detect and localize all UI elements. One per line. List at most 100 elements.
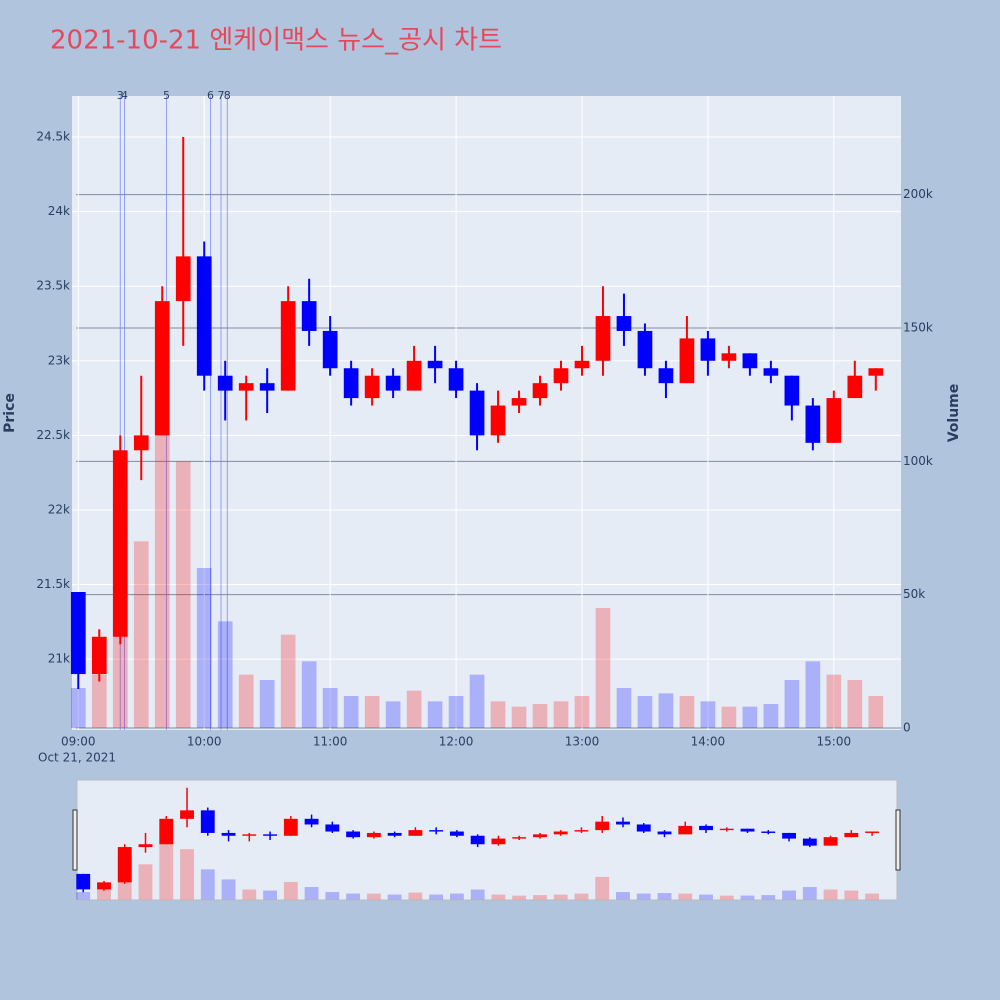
volume-bar: [301, 661, 317, 728]
volume-bar-mini: [699, 894, 713, 900]
volume-bar-mini: [325, 892, 340, 900]
y2-tick-label: 100k: [903, 454, 933, 468]
candle-body: [826, 398, 842, 443]
y2-tick-label: 200k: [903, 187, 933, 201]
volume-bar-mini: [782, 890, 796, 900]
candle-body-mini: [844, 832, 859, 838]
volume-bar: [217, 621, 233, 728]
candle-body-mini: [200, 810, 215, 833]
candle-body-mini: [657, 831, 672, 835]
event-label: 7: [218, 89, 225, 102]
volume-bar: [322, 688, 338, 728]
volume-bar: [448, 696, 464, 728]
candle-body: [448, 368, 464, 391]
candle-body: [217, 375, 233, 391]
candle-body-mini: [138, 844, 153, 848]
volume-bar: [385, 701, 401, 728]
candle-body: [511, 398, 527, 406]
volume-bar-mini: [491, 894, 506, 900]
event-label: 4: [121, 89, 128, 102]
candle-body: [490, 405, 506, 436]
volume-bar-mini: [304, 887, 319, 900]
candle-body: [364, 375, 380, 399]
y2-tick-label: 150k: [903, 321, 933, 335]
volume-bar-mini: [595, 876, 610, 900]
y-tick-label: 24k: [48, 204, 70, 218]
candle-body-mini: [304, 818, 319, 825]
volume-bar-mini: [657, 893, 672, 900]
x-tick-label: 11:00: [313, 735, 348, 749]
volume-bar: [238, 674, 254, 728]
volume-bar-mini: [366, 893, 381, 900]
candle-body-mini: [740, 828, 755, 832]
volume-bar: [364, 696, 380, 728]
candle-body: [196, 256, 212, 376]
volume-bar: [280, 634, 296, 728]
volume-bar-mini: [616, 892, 630, 900]
range-handle[interactable]: [72, 809, 78, 871]
candle-body: [385, 375, 401, 391]
y-tick-label: 22.5k: [36, 428, 70, 442]
volume-bar: [721, 706, 737, 728]
candle-body: [427, 360, 443, 369]
candle-body: [322, 330, 338, 369]
candle-body-mini: [221, 832, 236, 836]
y2-tick-label: 50k: [903, 587, 925, 601]
candle-body-mini: [180, 810, 194, 819]
candle-body-mini: [636, 824, 651, 832]
candle-body-mini: [263, 834, 277, 836]
candle-body: [133, 435, 149, 451]
volume-bar-mini: [678, 893, 693, 900]
volume-bar-mini: [574, 893, 589, 900]
y-tick-label: 21k: [48, 652, 70, 666]
volume-bar-mini: [283, 881, 298, 900]
event-label: 5: [163, 89, 170, 102]
volume-bar-mini: [802, 887, 817, 900]
candle-body: [574, 360, 590, 369]
candle-body: [259, 383, 275, 391]
candle-body: [868, 368, 884, 376]
volume-bar: [826, 674, 842, 728]
candle-body-mini: [719, 828, 734, 831]
candle-body-mini: [678, 825, 693, 835]
volume-bar-mini: [449, 893, 464, 900]
volume-bar-mini: [97, 889, 111, 900]
volume-bar-mini: [719, 895, 734, 900]
candle-body: [238, 383, 254, 391]
volume-bar: [616, 688, 632, 728]
candle-body: [112, 450, 128, 637]
candle-body: [679, 338, 695, 384]
candle-body: [301, 301, 317, 331]
candle-body-mini: [76, 873, 91, 890]
y-axis-title: Price: [2, 393, 18, 433]
volume-bar: [469, 674, 485, 728]
volume-bar: [154, 434, 170, 728]
candle-body: [91, 636, 107, 675]
volume-bar: [742, 706, 758, 728]
x-tick-label: 09:00: [61, 735, 96, 749]
event-label: 8: [224, 89, 231, 102]
candle-body: [406, 360, 422, 391]
candle-body-mini: [782, 832, 796, 839]
candle-body: [154, 301, 170, 436]
candle-body-mini: [761, 831, 776, 833]
candle-body-mini: [97, 882, 111, 890]
volume-bar: [406, 690, 422, 728]
candle-body-mini: [553, 831, 568, 835]
candle-body-mini: [429, 830, 444, 832]
volume-bar: [511, 706, 527, 728]
volume-bar: [847, 680, 863, 728]
volume-bar-mini: [761, 895, 776, 900]
candle-body: [595, 316, 611, 361]
range-handle[interactable]: [895, 809, 901, 871]
candle-body-mini: [242, 834, 257, 836]
candle-body: [805, 405, 821, 443]
range-slider[interactable]: [76, 779, 898, 901]
volume-bar: [805, 661, 821, 728]
y-tick-label: 23.5k: [36, 279, 70, 293]
candle-body: [469, 390, 485, 436]
volume-bar-mini: [823, 889, 838, 900]
candle-body: [637, 330, 653, 369]
candle-body: [784, 375, 800, 406]
